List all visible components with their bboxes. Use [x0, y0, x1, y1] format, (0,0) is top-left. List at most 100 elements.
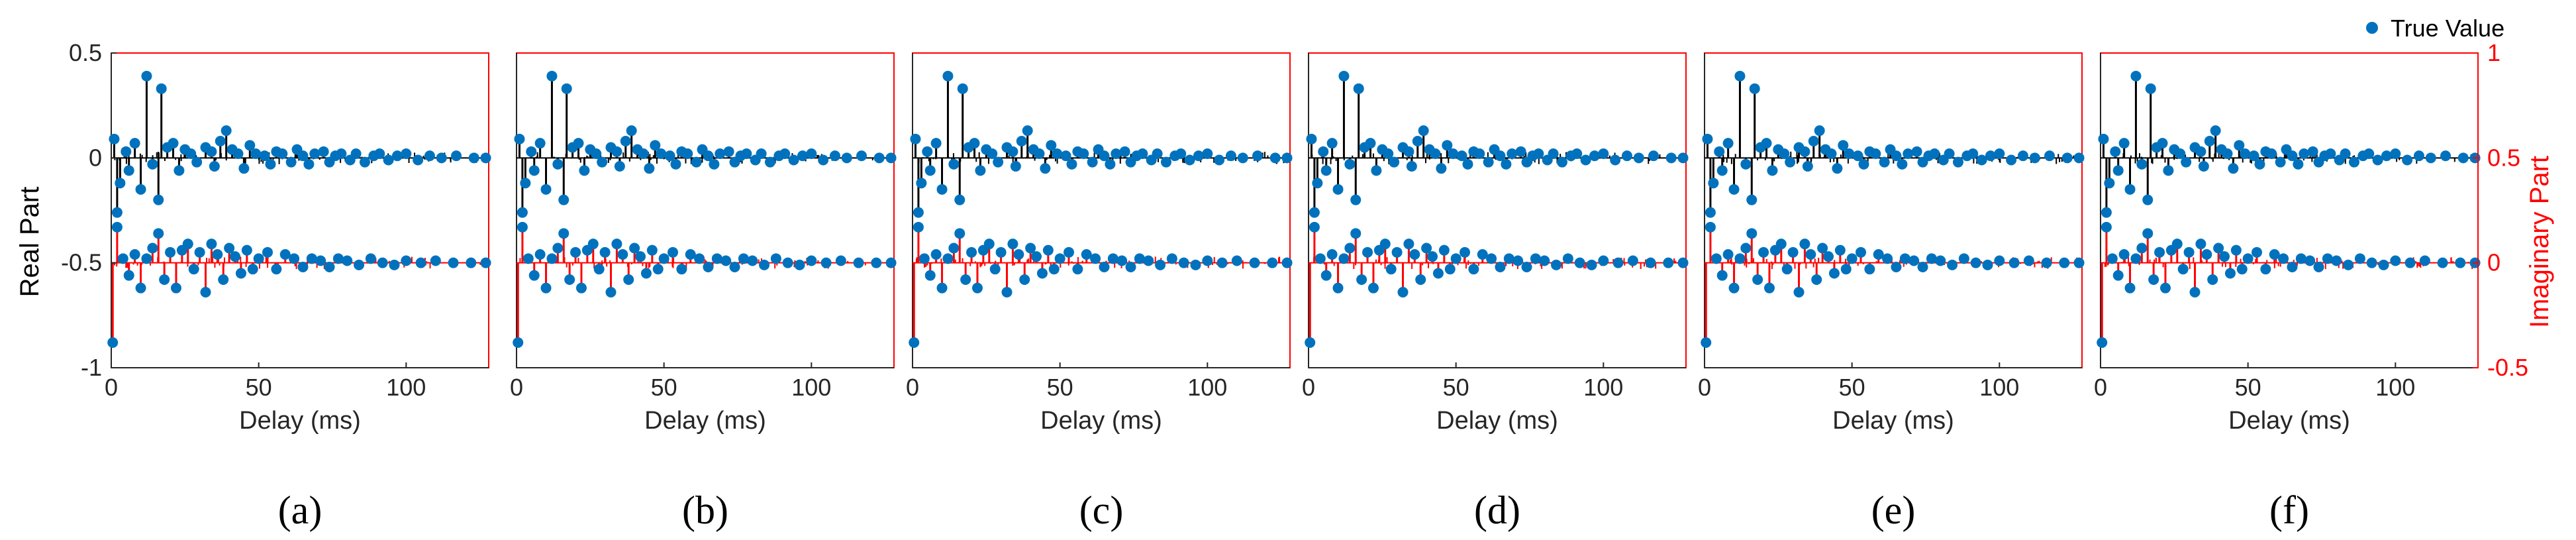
true-value-point-imag — [1025, 243, 1036, 254]
true-value-point-imag — [2207, 274, 2218, 285]
true-value-point-imag — [995, 246, 1007, 258]
true-value-point-imag — [1432, 268, 1444, 279]
right-y-tick-label: 0 — [2487, 249, 2501, 276]
true-value-point-imag — [2269, 249, 2280, 260]
true-value-point-imag — [1362, 246, 1373, 258]
true-value-point-imag — [1521, 262, 1532, 272]
true-value-point-imag — [1013, 249, 1024, 260]
x-axis-label: Delay (ms) — [644, 407, 766, 435]
true-value-point-real — [723, 146, 734, 157]
true-value-point-real — [540, 184, 552, 195]
true-value-point-real — [1571, 148, 1583, 159]
true-value-point-imag — [853, 257, 864, 268]
true-value-point-imag — [2097, 337, 2108, 348]
true-value-point-real — [620, 136, 631, 146]
true-value-point-imag — [1216, 257, 1228, 268]
true-value-point-real — [2181, 156, 2192, 168]
panel-a: 0 50 100 Delay (ms) (a) — [105, 52, 491, 532]
true-value-point-real — [1985, 150, 1996, 162]
true-value-point-real — [359, 156, 370, 168]
true-value-point-real — [135, 184, 146, 195]
right-y-tick-label: 0.5 — [2487, 144, 2520, 171]
true-value-point-real — [885, 152, 897, 164]
true-value-point-real — [1533, 148, 1544, 159]
x-tick-label: 0 — [1698, 374, 1711, 401]
left-y-tick-label: -1 — [81, 354, 102, 381]
true-value-point-imag — [1356, 274, 1367, 285]
true-value-point-imag — [1805, 249, 1816, 260]
true-value-point-real — [2363, 148, 2375, 159]
true-value-point-real — [1046, 140, 1057, 151]
true-value-point-imag — [1048, 264, 1060, 275]
true-value-point-imag — [241, 244, 252, 256]
true-value-point-real — [2006, 154, 2017, 166]
true-value-point-imag — [1403, 239, 1414, 250]
true-value-point-real — [517, 207, 528, 218]
true-value-point-imag — [1891, 262, 1902, 272]
true-value-point-imag — [1787, 246, 1799, 258]
true-value-point-real — [1225, 150, 1236, 162]
true-value-point-imag — [918, 253, 930, 264]
true-value-point-imag — [1486, 253, 1497, 264]
true-value-point-imag — [2343, 259, 2354, 270]
true-value-point-real — [2130, 70, 2142, 81]
true-value-point-imag — [480, 257, 491, 268]
true-value-point-imag — [430, 255, 441, 266]
true-value-point-real — [2299, 148, 2310, 159]
true-value-point-real — [1976, 154, 1987, 166]
true-value-point-real — [436, 152, 447, 164]
true-value-point-real — [350, 148, 362, 159]
true-value-point-real — [546, 70, 558, 81]
true-value-point-imag — [936, 282, 948, 294]
true-value-point-imag — [1379, 239, 1391, 250]
true-value-point-imag — [1947, 259, 1958, 270]
true-value-point-real — [1610, 154, 1621, 166]
true-value-point-real — [930, 138, 942, 149]
true-value-point-real — [1383, 148, 1394, 159]
true-value-point-real — [1891, 150, 1902, 162]
true-value-point-real — [1269, 152, 1281, 164]
true-value-point-imag — [1846, 253, 1858, 264]
true-value-point-real — [703, 150, 714, 162]
true-value-point-real — [1870, 148, 1881, 159]
true-value-point-real — [147, 158, 158, 170]
true-value-point-imag — [1281, 257, 1293, 268]
true-value-point-imag — [2101, 221, 2112, 233]
true-value-point-real — [123, 165, 134, 176]
panel-caption: (e) — [1871, 488, 1916, 532]
true-value-point-real — [374, 148, 385, 159]
true-value-point-imag — [1438, 244, 1450, 256]
true-value-point-imag — [2354, 253, 2365, 264]
true-value-point-imag — [1468, 264, 1479, 275]
true-value-point-imag — [685, 249, 696, 260]
true-value-point-real — [1761, 138, 1772, 149]
true-value-point-real — [1332, 184, 1344, 195]
true-value-point-real — [1040, 163, 1051, 174]
true-value-point-real — [285, 156, 297, 168]
true-value-point-real — [1350, 194, 1362, 205]
true-value-point-real — [715, 148, 726, 159]
true-value-point-imag — [635, 251, 646, 262]
true-value-point-real — [1911, 146, 1922, 157]
true-value-point-imag — [1202, 255, 1213, 266]
true-value-point-imag — [2023, 255, 2034, 266]
true-value-point-imag — [2213, 243, 2224, 254]
true-value-point-imag — [652, 264, 664, 275]
true-value-point-real — [954, 194, 966, 205]
true-value-point-imag — [1031, 251, 1042, 262]
true-value-point-imag — [1125, 262, 1136, 272]
true-value-point-imag — [668, 246, 679, 258]
true-value-point-imag — [913, 221, 924, 233]
true-value-point-imag — [165, 246, 176, 258]
axes-frame — [516, 52, 895, 368]
true-value-point-real — [534, 138, 546, 149]
x-axis-label: Delay (ms) — [1436, 407, 1558, 435]
true-value-point-imag — [1840, 264, 1852, 275]
true-value-point-real — [1474, 148, 1485, 159]
true-value-point-imag — [2224, 268, 2236, 279]
true-value-point-imag — [306, 253, 317, 264]
true-value-point-imag — [2278, 253, 2289, 264]
true-value-point-real — [1312, 178, 1323, 189]
true-value-point-imag — [2331, 255, 2342, 266]
true-value-point-imag — [2124, 282, 2136, 294]
